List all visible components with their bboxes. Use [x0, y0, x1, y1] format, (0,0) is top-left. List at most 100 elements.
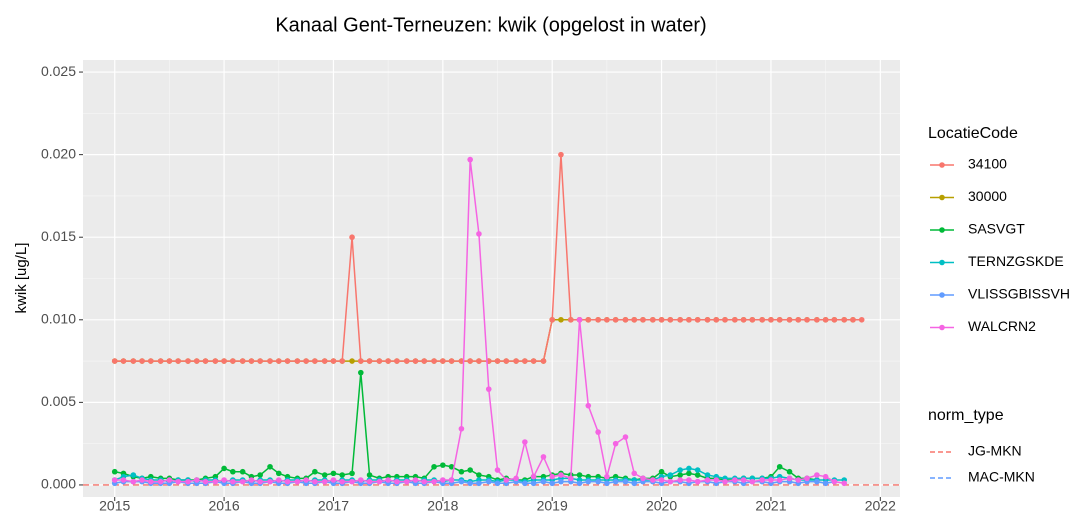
data-point — [704, 477, 711, 483]
data-point — [257, 478, 263, 485]
data-point — [448, 358, 455, 364]
data-point — [558, 478, 564, 485]
data-point — [722, 316, 728, 323]
data-point — [339, 478, 346, 485]
data-point — [640, 316, 646, 323]
data-point — [530, 480, 537, 487]
data-point — [476, 472, 482, 478]
data-point — [166, 358, 173, 364]
data-point — [358, 477, 364, 483]
data-point — [595, 478, 601, 485]
data-point — [130, 472, 137, 478]
data-point — [713, 477, 720, 483]
data-point — [166, 477, 173, 483]
data-point — [130, 358, 137, 364]
data-point — [795, 477, 802, 483]
data-point — [677, 472, 683, 478]
data-point — [349, 470, 355, 477]
data-point — [558, 472, 564, 478]
y-tick-label: 0.020 — [41, 145, 76, 161]
data-point — [749, 478, 756, 485]
data-point — [776, 316, 783, 323]
data-point — [421, 478, 428, 485]
data-point — [585, 478, 592, 485]
legend-marker — [939, 194, 945, 201]
data-point — [412, 477, 419, 483]
data-point — [157, 478, 164, 485]
data-point — [604, 480, 610, 487]
data-point — [549, 473, 556, 480]
data-point — [722, 478, 728, 485]
data-point — [485, 386, 492, 392]
data-point — [111, 468, 118, 475]
data-point — [749, 316, 756, 323]
y-tick-label: 0.005 — [41, 393, 76, 409]
legend-label: JG-MKN — [968, 443, 1022, 459]
data-point — [239, 478, 246, 485]
data-point — [786, 316, 793, 323]
data-point — [294, 478, 301, 485]
legend-label: TERNZGSKDE — [968, 253, 1064, 269]
data-point — [257, 358, 263, 364]
data-point — [558, 151, 564, 158]
data-point — [312, 358, 318, 364]
data-point — [667, 472, 674, 478]
data-point — [111, 358, 118, 364]
data-point — [330, 470, 337, 477]
data-point — [440, 477, 446, 483]
data-point — [768, 316, 774, 323]
data-point — [549, 480, 556, 487]
data-point — [412, 358, 419, 364]
data-point — [275, 477, 282, 483]
data-point — [776, 463, 783, 470]
data-point — [677, 467, 683, 473]
data-point — [467, 358, 473, 364]
y-axis-label: kwik [ug/L] — [13, 243, 30, 314]
data-point — [212, 478, 219, 485]
data-point — [604, 316, 610, 323]
data-point — [522, 358, 528, 364]
legend-title: LocatieCode — [928, 125, 1018, 142]
data-point — [549, 316, 556, 323]
y-tick-label: 0.015 — [41, 228, 76, 244]
data-point — [686, 477, 692, 483]
data-point — [130, 478, 137, 485]
data-point — [513, 475, 519, 482]
data-point — [704, 316, 711, 323]
data-point — [284, 358, 291, 364]
data-point — [248, 477, 255, 483]
data-point — [458, 425, 465, 432]
data-point — [858, 316, 865, 323]
data-point — [476, 358, 482, 364]
data-point — [385, 477, 391, 483]
data-point — [230, 358, 236, 364]
data-point — [403, 478, 410, 485]
legend-marker — [939, 324, 945, 331]
data-point — [394, 478, 400, 485]
data-point — [513, 358, 519, 364]
data-point — [440, 358, 446, 364]
data-point — [732, 316, 738, 323]
data-point — [776, 477, 783, 483]
data-point — [595, 429, 601, 435]
data-point — [458, 468, 465, 475]
x-tick-label: 2018 — [427, 498, 458, 512]
y-tick-label: 0.010 — [41, 310, 76, 326]
data-point — [175, 478, 181, 485]
data-point — [612, 316, 619, 323]
data-point — [530, 473, 537, 480]
data-point — [431, 358, 437, 364]
data-point — [303, 358, 309, 364]
data-point — [448, 477, 455, 483]
data-point — [740, 477, 747, 483]
data-point — [448, 463, 455, 470]
data-point — [431, 463, 437, 470]
data-point — [148, 358, 154, 364]
data-point — [431, 478, 437, 485]
data-point — [330, 358, 337, 364]
y-tick-label: 0.000 — [41, 476, 76, 492]
data-point — [694, 472, 701, 478]
data-point — [193, 358, 200, 364]
data-point — [768, 477, 774, 483]
